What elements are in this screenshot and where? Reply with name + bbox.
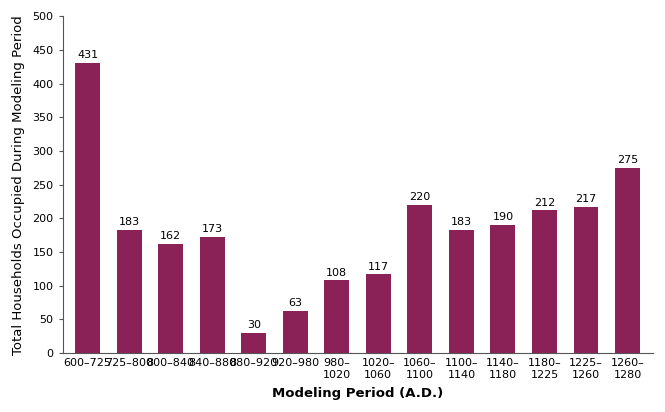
Bar	[283, 311, 308, 353]
Text: 212: 212	[534, 198, 555, 208]
Text: 30: 30	[247, 320, 261, 330]
Text: 117: 117	[368, 262, 389, 272]
Bar	[325, 281, 349, 353]
Bar	[200, 236, 225, 353]
Text: 63: 63	[288, 298, 302, 308]
Bar	[408, 205, 432, 353]
Text: 173: 173	[201, 224, 223, 234]
Bar	[491, 225, 515, 353]
Text: 190: 190	[492, 213, 513, 222]
Text: 275: 275	[617, 155, 638, 165]
Text: 183: 183	[451, 217, 472, 227]
Bar	[75, 63, 100, 353]
Text: 217: 217	[575, 194, 597, 204]
Bar	[116, 230, 142, 353]
Text: 162: 162	[160, 232, 181, 241]
Bar	[158, 244, 183, 353]
Bar	[574, 207, 598, 353]
Y-axis label: Total Households Occupied During Modeling Period: Total Households Occupied During Modelin…	[13, 15, 25, 355]
Bar	[241, 333, 266, 353]
Bar	[532, 211, 557, 353]
Text: 183: 183	[118, 217, 140, 227]
X-axis label: Modeling Period (A.D.): Modeling Period (A.D.)	[272, 386, 443, 400]
Bar	[366, 274, 391, 353]
Text: 220: 220	[409, 192, 430, 202]
Text: 431: 431	[77, 50, 98, 60]
Bar	[449, 230, 474, 353]
Bar	[615, 168, 640, 353]
Text: 108: 108	[327, 268, 347, 278]
